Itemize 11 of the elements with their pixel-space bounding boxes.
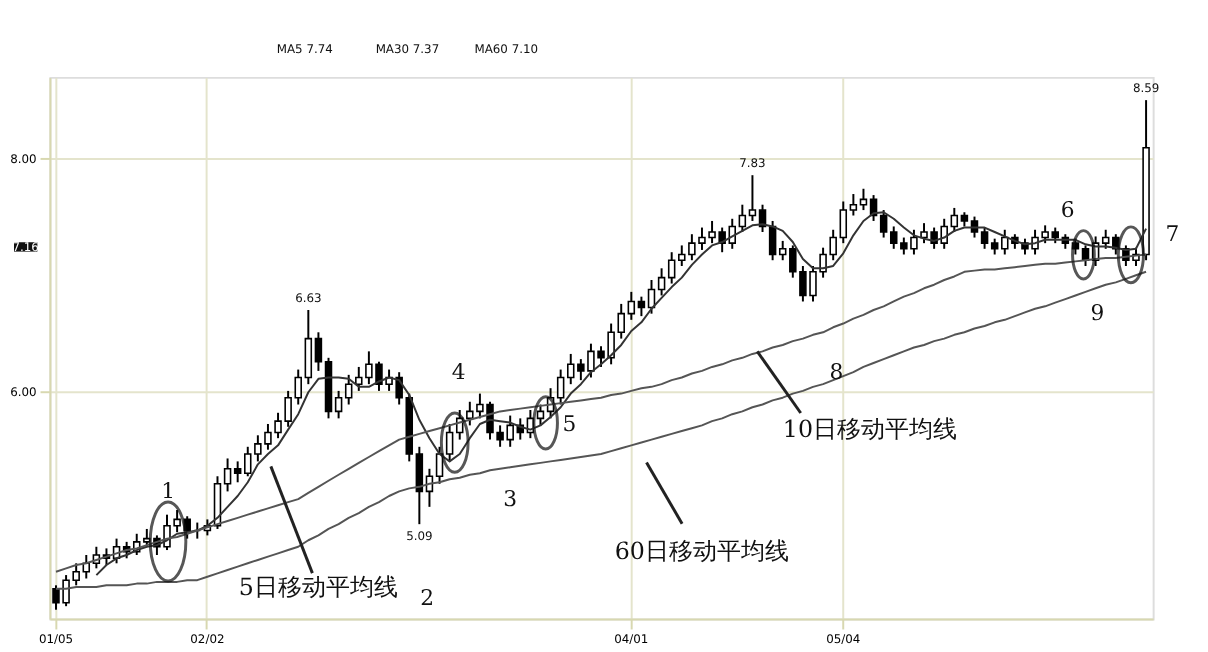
annotation: 9 <box>1090 300 1105 327</box>
annotation: 3 <box>503 485 518 512</box>
annotation: 5日移动平均线 <box>238 572 398 601</box>
text: 7 <box>1165 220 1180 247</box>
annotation: 1 <box>161 478 175 505</box>
annotation: 6 <box>1060 197 1075 224</box>
annotation: 60日移动平均线 <box>614 537 789 566</box>
annotation: 2 <box>420 584 434 611</box>
annotation: 5 <box>562 410 577 437</box>
annotation: 10日移动平均线 <box>782 414 958 443</box>
annotation: 4 <box>451 359 466 386</box>
